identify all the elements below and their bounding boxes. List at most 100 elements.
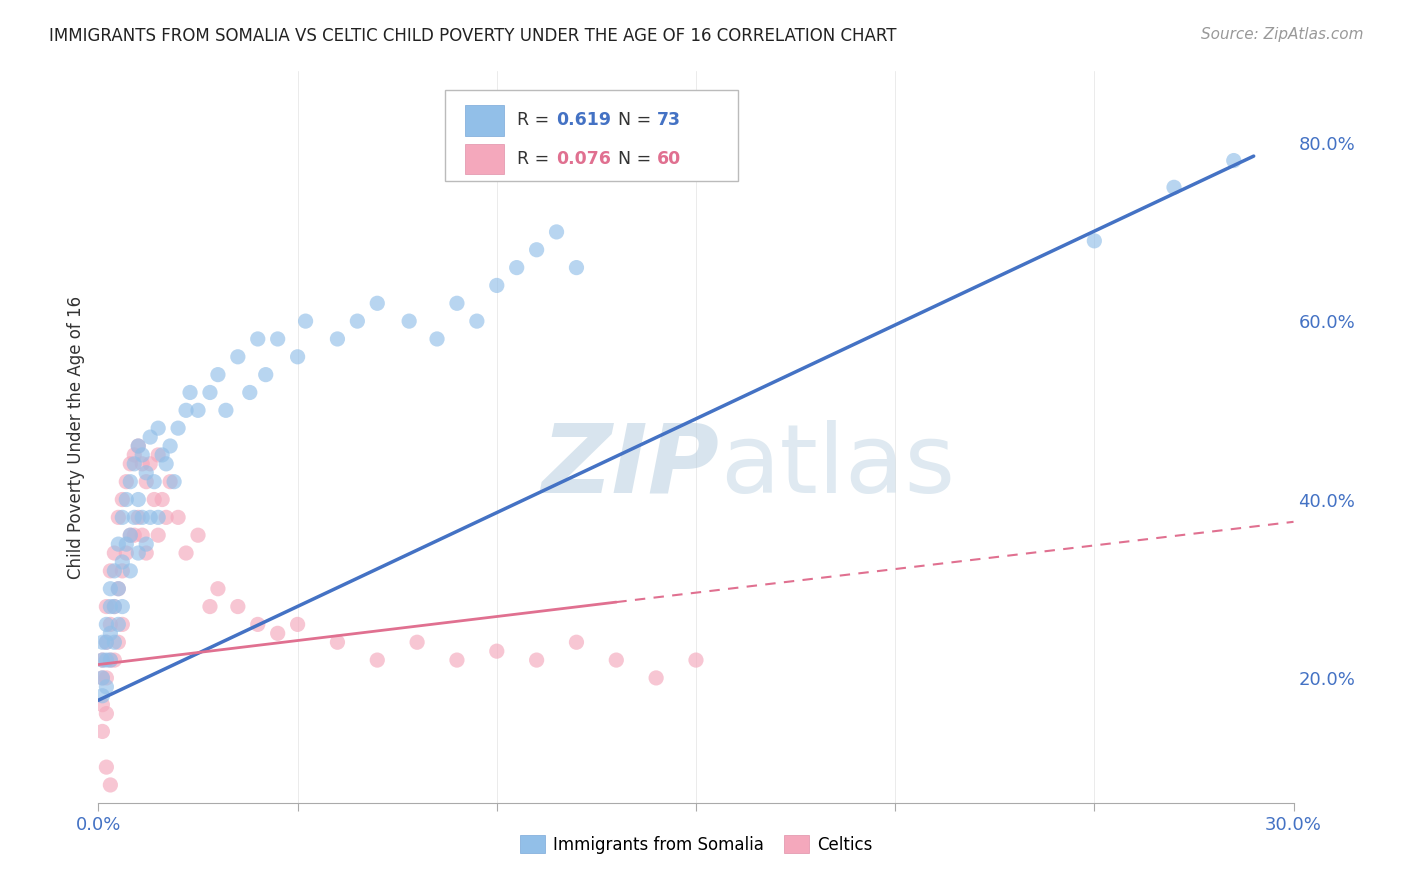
Text: R =: R = [517,150,554,168]
Point [526,243,548,257]
Point [287,350,309,364]
Point [254,368,277,382]
Point [131,448,153,462]
Point [98,617,122,632]
Point [294,314,316,328]
Point [111,564,134,578]
Point [426,332,449,346]
Point [135,475,157,489]
Point [96,617,118,632]
Text: ZIP: ZIP [541,420,720,513]
Point [103,546,125,560]
Point [198,385,221,400]
Point [267,626,290,640]
Point [91,724,114,739]
Legend: Immigrants from Somalia, Celtics: Immigrants from Somalia, Celtics [513,829,879,860]
Point [98,599,122,614]
Point [96,760,118,774]
Point [98,582,122,596]
Point [124,510,146,524]
Point [135,537,157,551]
FancyBboxPatch shape [465,105,503,136]
Text: Source: ZipAtlas.com: Source: ZipAtlas.com [1201,27,1364,42]
Text: 60: 60 [657,150,681,168]
Point [506,260,529,275]
Text: N =: N = [619,112,657,129]
Point [91,671,114,685]
Point [143,475,166,489]
Point [366,653,388,667]
Point [135,546,157,560]
Point [150,448,173,462]
Point [346,314,368,328]
Point [111,555,134,569]
Point [124,457,146,471]
Point [163,475,186,489]
Point [127,439,149,453]
Point [155,457,177,471]
Point [207,368,229,382]
Point [1163,180,1185,194]
Point [91,689,114,703]
Point [326,332,349,346]
Point [398,314,420,328]
Point [120,528,142,542]
Point [685,653,707,667]
Point [159,439,181,453]
Point [96,706,118,721]
Point [91,698,114,712]
Point [139,430,162,444]
Point [565,260,588,275]
Point [96,671,118,685]
Point [187,403,209,417]
Point [96,635,118,649]
Point [143,492,166,507]
Point [131,528,153,542]
Point [98,778,122,792]
Point [174,546,197,560]
Point [148,528,170,542]
Point [120,475,142,489]
Point [103,564,125,578]
Point [103,599,125,614]
Point [207,582,229,596]
Point [107,617,129,632]
Point [267,332,290,346]
Point [645,671,668,685]
Point [107,510,129,524]
Point [148,421,170,435]
Point [98,626,122,640]
Point [91,653,114,667]
Point [91,653,114,667]
Point [485,644,508,658]
Point [179,385,201,400]
Point [115,475,138,489]
Point [107,635,129,649]
Point [246,332,269,346]
Point [120,564,142,578]
FancyBboxPatch shape [465,144,503,174]
Point [131,457,153,471]
Point [526,653,548,667]
Point [91,635,114,649]
Point [605,653,627,667]
Point [465,314,488,328]
Point [246,617,269,632]
Text: atlas: atlas [720,420,955,513]
Point [148,510,170,524]
Point [124,448,146,462]
Point [111,599,134,614]
Point [546,225,568,239]
Point [406,635,429,649]
Point [120,528,142,542]
Point [1083,234,1105,248]
Point [98,653,122,667]
FancyBboxPatch shape [446,90,738,181]
Point [111,617,134,632]
Point [485,278,508,293]
Point [446,653,468,667]
Point [98,564,122,578]
Point [565,635,588,649]
Point [120,457,142,471]
Text: IMMIGRANTS FROM SOMALIA VS CELTIC CHILD POVERTY UNDER THE AGE OF 16 CORRELATION : IMMIGRANTS FROM SOMALIA VS CELTIC CHILD … [49,27,897,45]
